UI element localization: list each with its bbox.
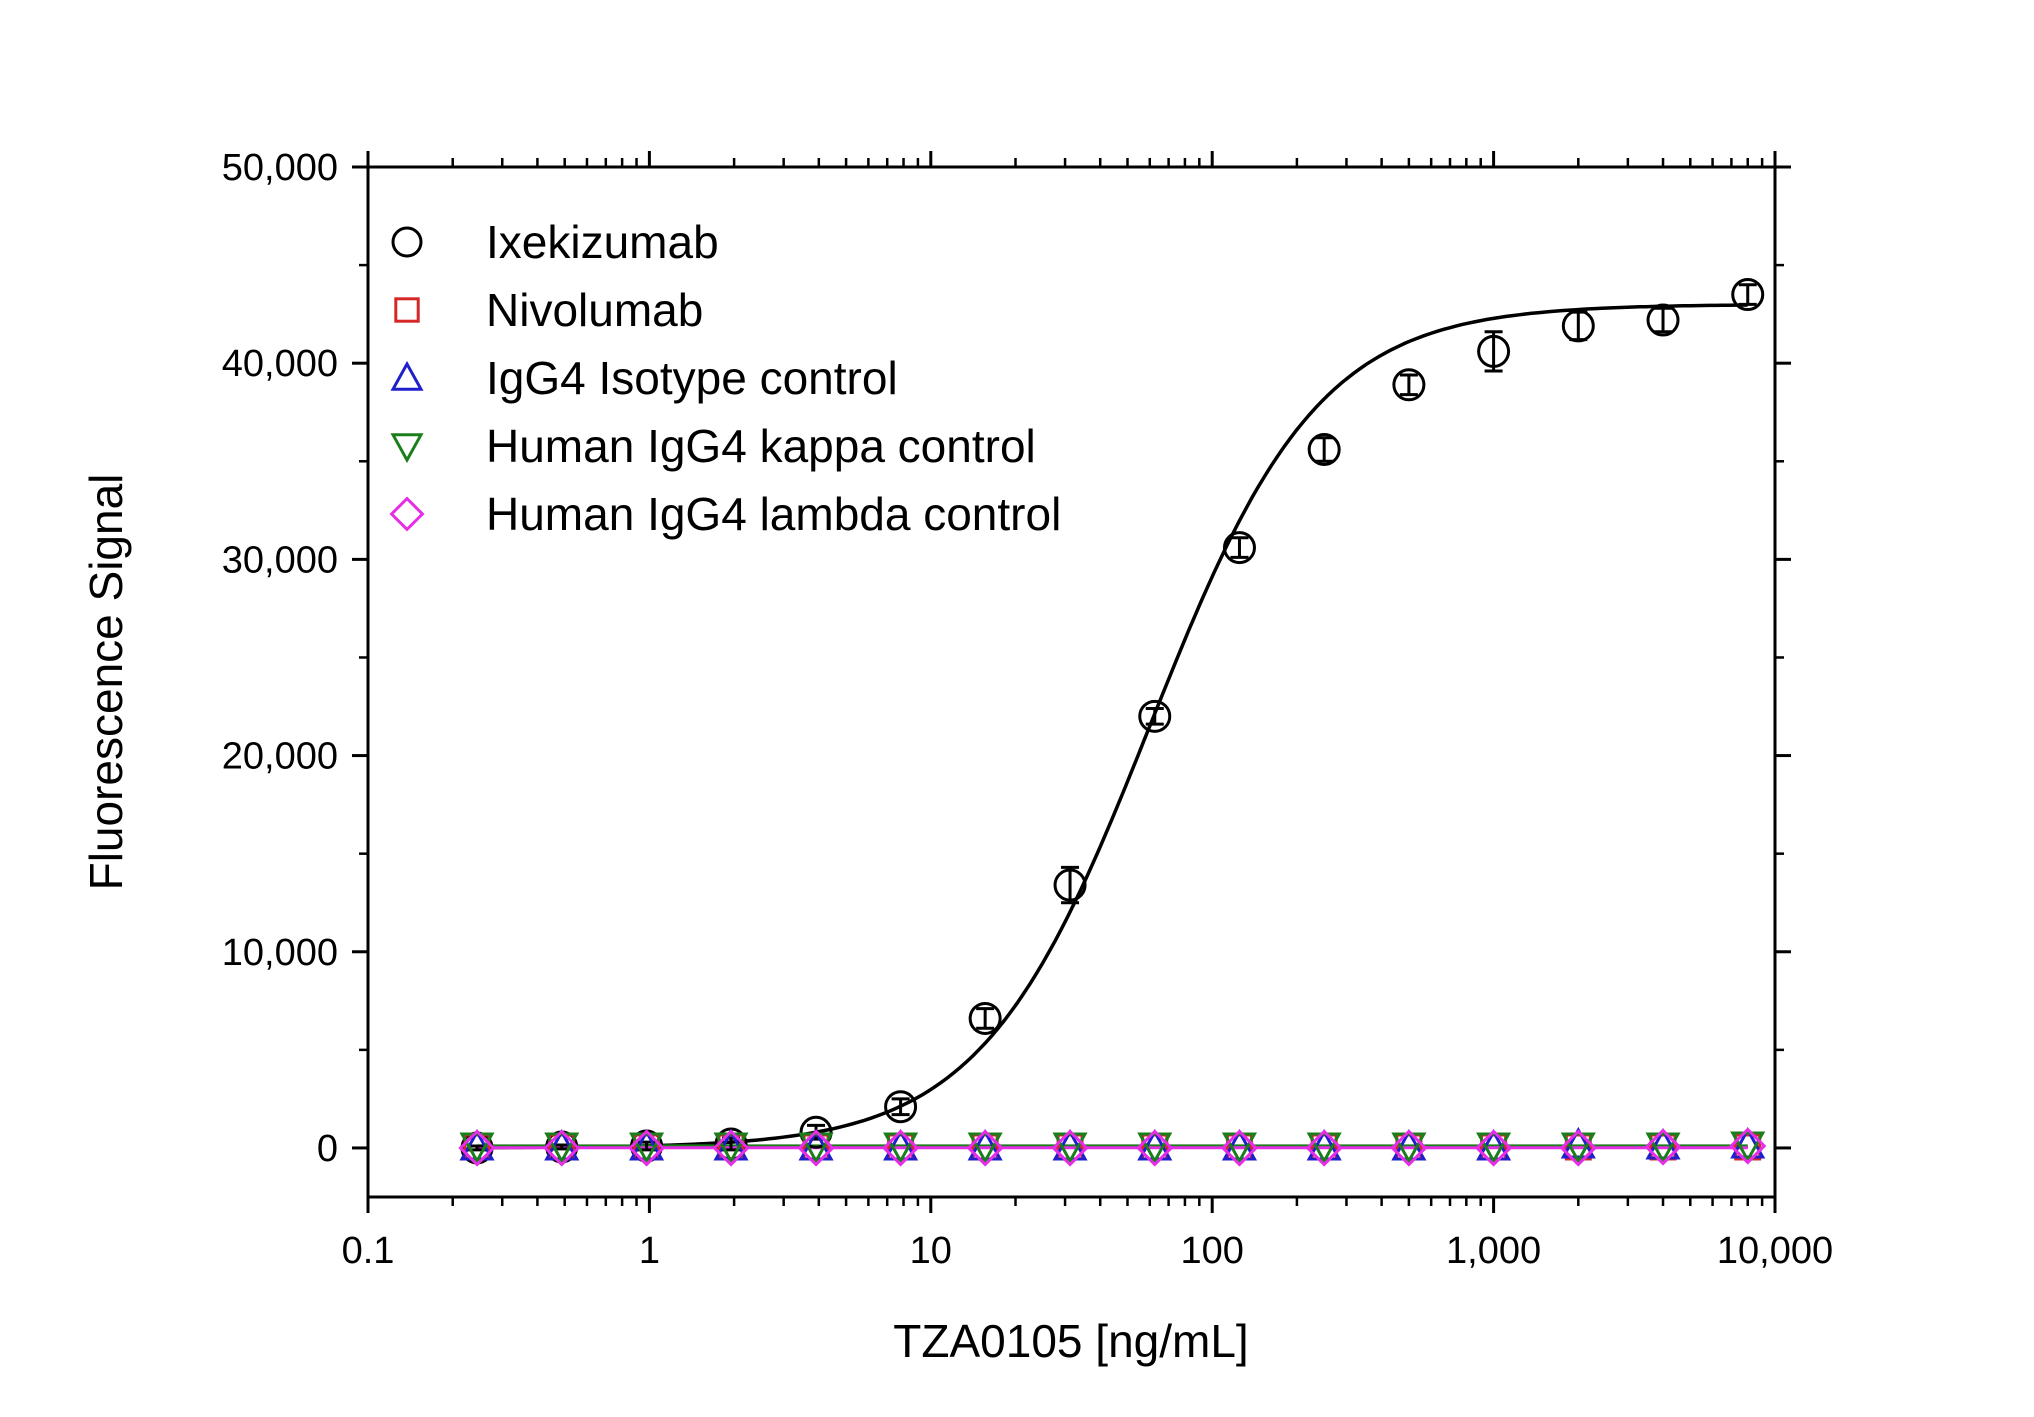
plot-frame: [366, 165, 1777, 1199]
data-point-4: [458, 1129, 496, 1167]
legend-marker-4: [389, 496, 425, 532]
data-point-0: [1646, 303, 1680, 337]
data-point-4: [1136, 1129, 1174, 1167]
data-point-0: [968, 1001, 1002, 1035]
data-point-3: [1476, 1132, 1512, 1165]
legend-label-4: Human IgG4 lambda control: [486, 488, 1061, 540]
data-point-3: [1221, 1132, 1258, 1165]
data-point-4: [1305, 1129, 1343, 1167]
axes: 0.1 1 10 100 1,000 10,000 0 10,000 20,000 30,000 4…: [222, 147, 1833, 1272]
data-point-0: [1731, 278, 1765, 312]
data-point-2: [1560, 1126, 1596, 1159]
data-point-4: [1729, 1127, 1767, 1165]
x-tick-label: 1,000: [1446, 1230, 1541, 1272]
legend-label-1: Nivolumab: [486, 284, 703, 336]
data-point-0: [1053, 868, 1087, 902]
data-point-3: [1645, 1132, 1681, 1165]
data-point-4: [1390, 1129, 1428, 1167]
y-tick-label: 20,000: [222, 736, 338, 778]
legend-marker-0: [391, 226, 423, 258]
legend-label-3: Human IgG4 kappa control: [486, 420, 1036, 472]
legend: Ixekizumab Nivolumab IgG4 Isotype control H…: [389, 216, 1061, 540]
data-point-4: [966, 1129, 1004, 1167]
data-point-3: [1730, 1131, 1766, 1164]
data-point-3: [883, 1132, 919, 1165]
data-point-4: [1051, 1129, 1089, 1167]
data-point-4: [1559, 1129, 1597, 1167]
data-point-3: [629, 1132, 665, 1165]
data-point-0: [1138, 699, 1172, 733]
legend-label-0: Ixekizumab: [486, 216, 719, 268]
data-point-3: [1560, 1132, 1596, 1165]
data-point-4: [1220, 1129, 1259, 1167]
data-marks: [458, 278, 1767, 1167]
x-tick-label: 1: [639, 1230, 660, 1272]
y-tick-label: 10,000: [222, 932, 338, 974]
data-point-3: [1306, 1132, 1342, 1165]
y-axis-title: Fluorescence Signal: [80, 474, 132, 891]
x-axis-title: TZA0105 [ng/mL]: [893, 1315, 1248, 1367]
data-point-4: [881, 1129, 920, 1167]
x-tick-label: 0.1: [342, 1230, 395, 1272]
data-point-3: [459, 1132, 495, 1165]
data-point-0: [1561, 309, 1595, 343]
data-point-4: [712, 1129, 750, 1167]
legend-marker-2: [390, 360, 424, 391]
data-point-4: [543, 1129, 581, 1167]
data-point-3: [544, 1132, 580, 1165]
plot-area: [366, 165, 1777, 1199]
y-tick-label: 50,000: [222, 147, 338, 189]
legend-label-2: IgG4 Isotype control: [486, 352, 898, 404]
data-point-0: [884, 1090, 918, 1124]
data-point-3: [1391, 1132, 1427, 1165]
fit-curves: [476, 303, 1748, 1150]
y-tick-label: 0: [317, 1128, 338, 1170]
data-point-0: [799, 1115, 833, 1149]
y-tick-label: 30,000: [222, 539, 338, 581]
legend-marker-1: [394, 297, 420, 323]
data-point-0: [1477, 334, 1511, 368]
x-tick-label: 10: [910, 1230, 952, 1272]
data-point-3: [1052, 1132, 1088, 1165]
data-point-4: [1474, 1129, 1513, 1167]
data-point-4: [1644, 1128, 1682, 1166]
data-point-3: [1137, 1132, 1173, 1165]
data-point-4: [797, 1129, 835, 1167]
data-point-4: [627, 1129, 666, 1167]
data-point-3: [798, 1132, 834, 1165]
data-point-3: [713, 1132, 749, 1165]
data-point-0: [1392, 368, 1426, 402]
data-point-3: [967, 1132, 1003, 1165]
y-tick-label: 40,000: [222, 343, 338, 385]
data-point-0: [1222, 531, 1256, 565]
legend-marker-3: [390, 433, 424, 464]
data-point-0: [1307, 433, 1341, 467]
x-tick-label: 10,000: [1717, 1230, 1833, 1272]
x-tick-label: 100: [1180, 1230, 1243, 1272]
